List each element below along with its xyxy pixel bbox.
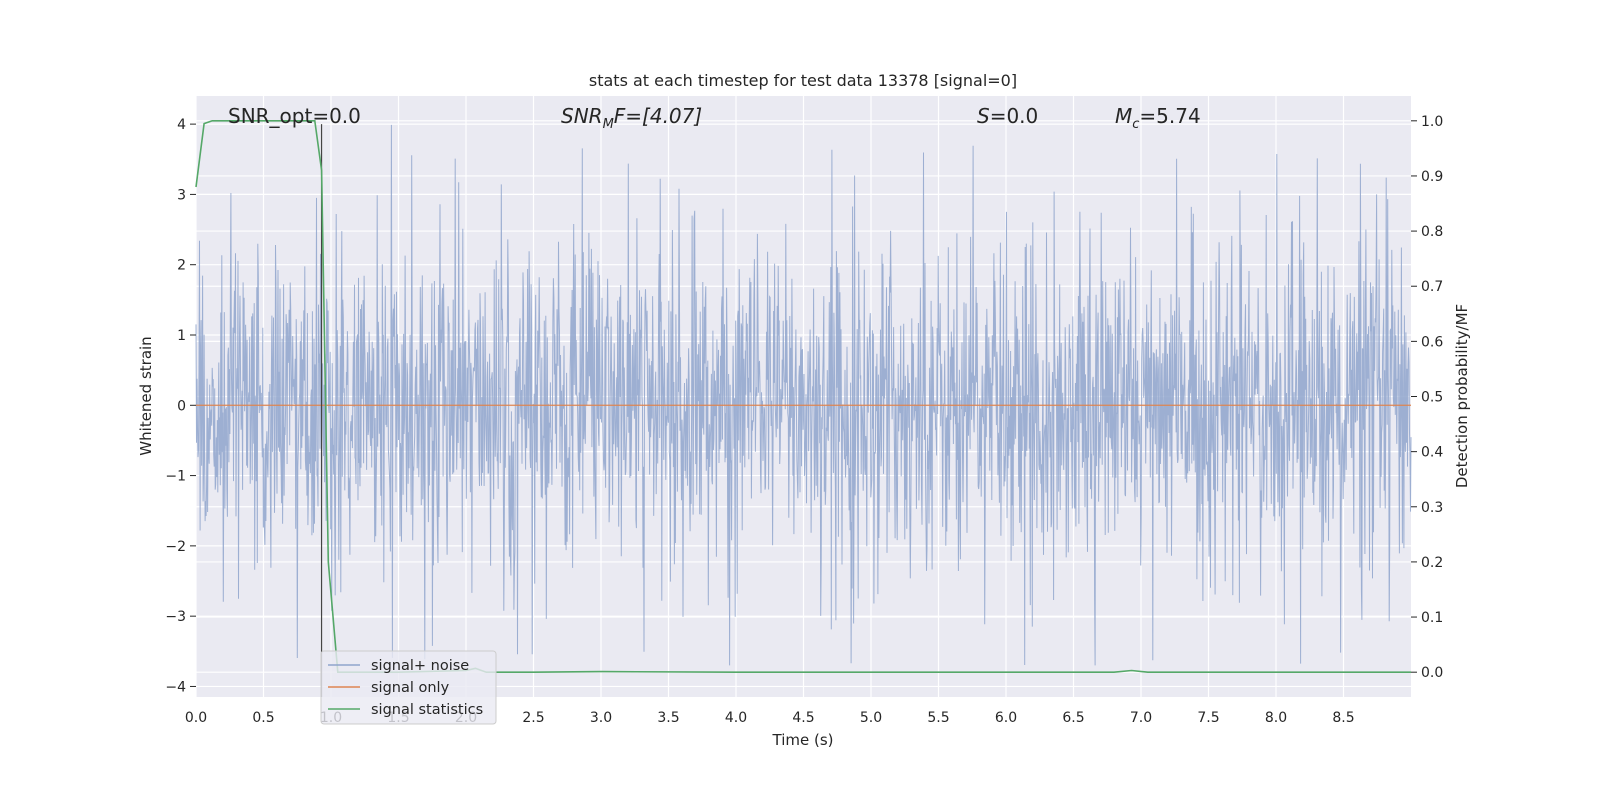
x-tick-label: 4.5 [792, 710, 814, 726]
noise-trace [195, 124, 1412, 666]
legend-label-signal-noise: signal+ noise [371, 658, 469, 674]
x-tick-label: 7.0 [1130, 710, 1152, 726]
x-tick-label: 6.5 [1062, 710, 1084, 726]
y2-tick-label: 0.0 [1421, 665, 1443, 681]
y-tick-label: −4 [165, 679, 186, 695]
y2-tick-label: 0.5 [1421, 390, 1443, 406]
y2-tick-label: 0.3 [1421, 500, 1443, 516]
y-tick-label: 1 [177, 328, 186, 344]
annotation-mc-rest: =5.74 [1139, 104, 1200, 128]
y2-tick-label: 0.9 [1421, 169, 1443, 185]
x-tick-label: 8.0 [1265, 710, 1287, 726]
annotation-snr-mf: SNRMF=[4.07] [561, 104, 702, 132]
x-tick-label: 4.0 [725, 710, 747, 726]
y2-tick-label: 0.2 [1421, 555, 1443, 571]
y2-tick-label: 0.4 [1421, 445, 1443, 461]
x-tick-label: 5.0 [860, 710, 882, 726]
y-tick-label: 3 [177, 187, 186, 203]
series-signal-noise [195, 124, 1412, 666]
x-tick-label: 2.5 [522, 710, 544, 726]
y2-tick-label: 0.1 [1421, 610, 1443, 626]
x-axis-label: Time (s) [772, 731, 834, 749]
y-tick-label: −1 [165, 469, 186, 485]
y2-tick-label: 1.0 [1421, 114, 1443, 130]
x-tick-label: 3.5 [657, 710, 679, 726]
annotation-s-rest: =0.0 [990, 104, 1039, 128]
legend: signal+ noise signal only signal statist… [320, 650, 497, 725]
annotation-s: S=0.0 [977, 104, 1038, 128]
annotation-snr-mf-sub: M [603, 117, 614, 132]
y-tick-label: −2 [165, 539, 186, 555]
legend-label-signal-statistics: signal statistics [371, 702, 483, 718]
y2-tick-label: 0.6 [1421, 334, 1443, 350]
annotation-snr-mf-main: SNR [561, 104, 603, 128]
x-tick-label: 8.5 [1332, 710, 1354, 726]
chart-title: stats at each timestep for test data 133… [589, 71, 1017, 90]
legend-label-signal-only: signal only [371, 680, 450, 696]
y-tick-label: −3 [165, 609, 186, 625]
annotation-mc: Mc=5.74 [1115, 104, 1201, 132]
x-tick-label: 0.5 [252, 710, 274, 726]
x-tick-label: 6.0 [995, 710, 1017, 726]
y-tick-label: 2 [177, 258, 186, 274]
y-tick-label: 0 [177, 398, 186, 414]
annotation-snr-opt: SNR_opt=0.0 [228, 104, 361, 128]
y-tick-label: 4 [177, 117, 186, 133]
y2-tick-label: 0.7 [1421, 279, 1443, 295]
annotation-s-main: S [977, 104, 990, 128]
x-tick-label: 7.5 [1197, 710, 1219, 726]
x-tick-label: 3.0 [590, 710, 612, 726]
annotation-mc-sub: c [1132, 117, 1139, 132]
annotation-snr-mf-rest: F=[4.07] [614, 104, 702, 128]
x-tick-label: 0.0 [185, 710, 207, 726]
y2-tick-label: 0.8 [1421, 224, 1443, 240]
legend-box [320, 650, 497, 725]
y2-axis-label: Detection probability/MF [1453, 304, 1471, 488]
x-tick-label: 5.5 [927, 710, 949, 726]
y-axis-label: Whitened strain [137, 336, 155, 455]
annotation-mc-main: M [1115, 104, 1132, 128]
